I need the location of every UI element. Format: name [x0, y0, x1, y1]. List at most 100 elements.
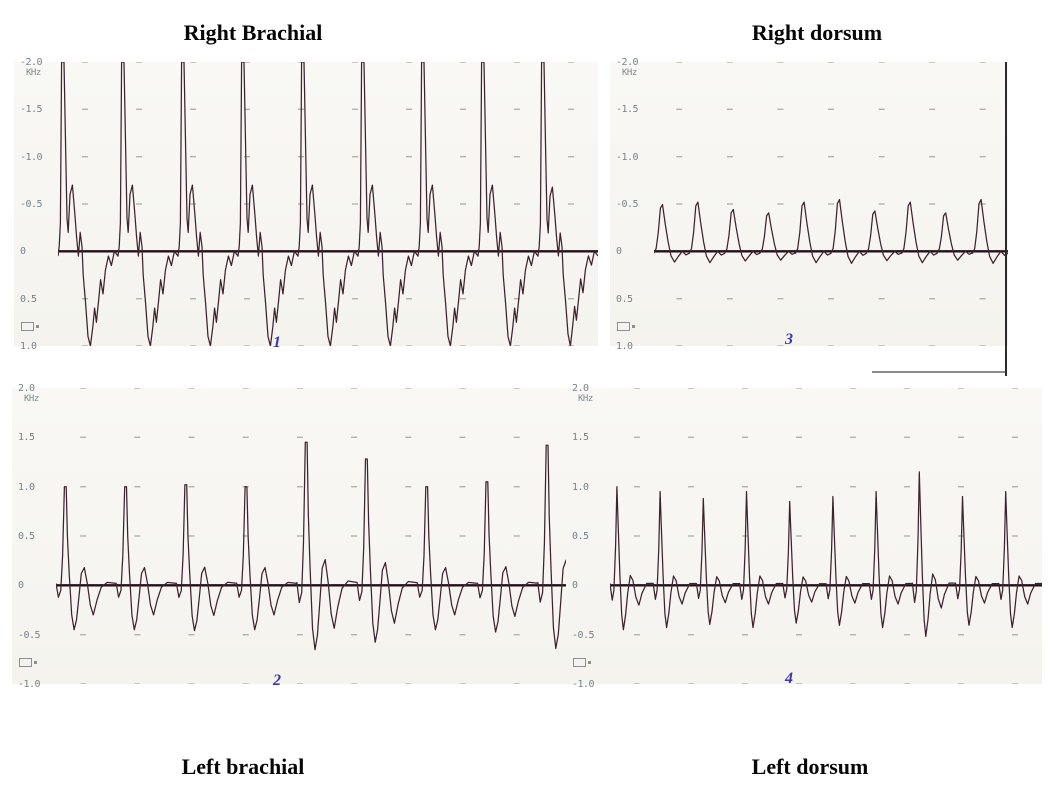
grid-tick — [405, 535, 412, 537]
grid-tick — [513, 535, 520, 537]
grid-tick — [676, 298, 683, 300]
grid-tick — [296, 486, 303, 488]
y-tick-label: -0.5 — [572, 629, 595, 641]
grid-tick — [405, 634, 412, 636]
grid-tick — [878, 108, 885, 110]
y-tick-label: 1.0 — [616, 341, 633, 352]
grid-tick — [80, 535, 87, 537]
grid-tick — [352, 345, 358, 346]
cursor-marker-icon — [19, 658, 37, 668]
grid-tick — [190, 62, 196, 63]
grid-tick — [460, 108, 466, 110]
grid-tick — [459, 388, 466, 389]
grid-tick — [568, 298, 574, 300]
grid-tick — [742, 388, 748, 389]
grid-tick — [188, 634, 195, 636]
y-axis-unit-label: KHz — [24, 394, 39, 404]
trace-number-left-brachial: 2 — [273, 672, 281, 689]
grid-tick — [134, 535, 141, 537]
grid-tick — [242, 683, 249, 684]
grid-tick — [777, 62, 784, 63]
grid-tick — [688, 535, 694, 537]
grid-tick — [352, 156, 358, 158]
grid-tick — [134, 436, 141, 438]
grid-tick — [405, 486, 412, 488]
grid-tick — [136, 156, 142, 158]
grid-tick — [1012, 436, 1018, 438]
trace-number-right-dorsum: 3 — [785, 331, 793, 348]
y-tick-label: -1.5 — [20, 104, 43, 116]
grid-tick — [568, 108, 574, 110]
grid-tick — [828, 62, 834, 63]
grid-tick — [459, 634, 466, 636]
grid-tick — [134, 486, 141, 488]
grid-tick — [878, 298, 885, 300]
grid-tick — [242, 535, 249, 537]
grid-tick — [459, 535, 466, 537]
grid-tick — [676, 108, 683, 110]
grid-tick — [979, 156, 986, 158]
grid-tick — [676, 203, 683, 205]
grid-tick — [1012, 388, 1018, 389]
grid-tick — [850, 388, 856, 389]
grid-tick — [634, 486, 640, 488]
grid-tick — [726, 156, 733, 158]
grid-tick — [796, 388, 802, 389]
y-axis-labels: 2.0 KHz 1.5 1.0 0.5 0 -0.5 -1.0 — [12, 384, 56, 690]
grid-tick — [726, 345, 733, 346]
grid-tick — [634, 634, 640, 636]
grid-tick — [82, 156, 88, 158]
panel-title-left-brachial: Left brachial — [181, 754, 305, 779]
grid-tick — [634, 683, 640, 684]
grid-tick — [514, 156, 520, 158]
grid-tick — [777, 203, 784, 205]
grid-tick — [958, 436, 964, 438]
y-tick-label: 1.5 — [18, 432, 35, 444]
grid-tick — [296, 634, 303, 636]
cursor-marker-icon — [617, 322, 635, 332]
panel-title-right-dorsum: Right dorsum — [751, 20, 883, 45]
grid-tick — [796, 436, 802, 438]
grid-tick — [188, 535, 195, 537]
grid-tick — [796, 486, 802, 488]
grid-tick — [406, 298, 412, 300]
grid-tick — [514, 345, 520, 346]
grid-tick — [406, 203, 412, 205]
grid-tick — [777, 156, 784, 158]
grid-tick — [352, 62, 358, 63]
grid-tick — [979, 62, 986, 63]
grid-tick — [742, 683, 748, 684]
y-tick-label: 0.5 — [616, 293, 633, 305]
y-axis-unit-label: KHz — [622, 68, 637, 78]
waveform-plot — [654, 62, 1008, 346]
trace-number-right-brachial: 1 — [273, 334, 281, 351]
grid-tick — [878, 345, 885, 346]
panel-title-right-brachial: Right Brachial — [183, 20, 323, 45]
grid-tick — [850, 486, 856, 488]
grid-tick — [850, 535, 856, 537]
grid-tick — [351, 388, 358, 389]
y-tick-label: 1.0 — [18, 481, 35, 493]
grid-tick — [828, 156, 834, 158]
y-axis-unit-label: KHz — [26, 68, 41, 78]
grid-tick — [188, 486, 195, 488]
y-tick-label: -2.0 — [616, 57, 639, 68]
grid-tick — [904, 683, 910, 684]
doppler-waveform — [610, 471, 1042, 638]
grid-tick — [298, 298, 304, 300]
grid-tick — [244, 156, 250, 158]
grid-tick — [351, 683, 358, 684]
grid-tick — [80, 683, 87, 684]
grid-tick — [904, 388, 910, 389]
grid-tick — [634, 436, 640, 438]
y-tick-label: -1.0 — [616, 151, 639, 163]
grid-tick — [929, 62, 936, 63]
grid-tick — [405, 436, 412, 438]
grid-tick — [929, 156, 936, 158]
waveform-svg — [654, 62, 1008, 346]
grid-tick — [244, 62, 250, 63]
grid-tick — [242, 634, 249, 636]
doppler-panel-right-dorsum: -2.0 KHz -1.5 -1.0 -0.5 0 0.5 1.0 — [610, 58, 1008, 352]
y-axis-labels: -2.0 KHz -1.5 -1.0 -0.5 0 0.5 1.0 — [610, 58, 654, 352]
grid-tick — [514, 298, 520, 300]
